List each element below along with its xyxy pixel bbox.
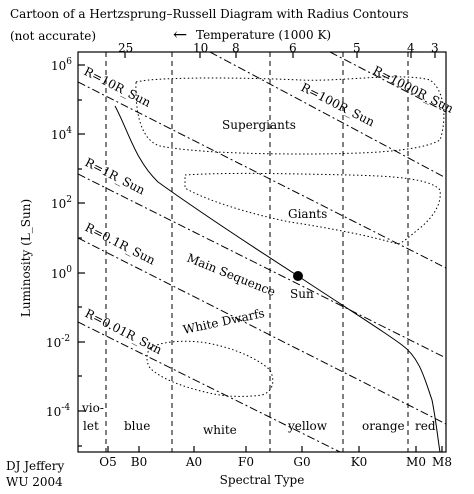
radius-line-0.1	[78, 237, 446, 425]
spectral-tick-f0: F0	[238, 455, 254, 469]
supergiants-label: Supergiants	[222, 118, 296, 132]
spectral-tick-m8: M8	[432, 455, 452, 469]
radius-line-10	[78, 81, 446, 269]
radius-line-100	[209, 52, 446, 179]
radius-line-1	[78, 173, 446, 359]
spectral-tick-o5: O5	[99, 455, 116, 469]
spectral-tick-a0: A0	[185, 455, 202, 469]
temp-tick-6: 6	[289, 41, 297, 55]
lum-tick-1e6: 106	[51, 57, 72, 73]
diagram-subtitle: (not accurate)	[10, 29, 96, 43]
spectral-axis-label: Spectral Type	[220, 473, 305, 487]
color-label-vio: vio-	[81, 401, 104, 415]
giants-label: Giants	[288, 207, 327, 221]
lum-tick-1e2: 102	[51, 195, 72, 211]
temp-tick-25: 25	[118, 41, 133, 55]
temp-tick-5: 5	[353, 41, 361, 55]
temp-tick-3: 3	[431, 41, 439, 55]
main-sequence-label: Main Sequence	[185, 251, 278, 299]
color-label-blue: blue	[124, 419, 150, 433]
giants-region	[184, 172, 441, 245]
lum-tick-1e-2: 10-2	[46, 334, 70, 350]
radius-line-0.01	[78, 321, 341, 452]
diagram-title: Cartoon of a Hertzsprung–Russell Diagram…	[10, 7, 409, 21]
lum-tick-1e0: 100	[51, 265, 72, 281]
color-label-yellow: yellow	[287, 419, 328, 433]
spectral-tick-m0: M0	[406, 455, 426, 469]
credit-author: DJ Jeffery	[6, 459, 65, 473]
radius-label-1: R=1R_Sun	[83, 155, 148, 197]
plot-frame	[77, 51, 447, 453]
credit-affiliation: WU 2004	[6, 475, 63, 489]
radius-contours	[78, 52, 446, 452]
temp-tick-10: 10	[193, 41, 208, 55]
temperature-ticks	[124, 52, 436, 58]
temperature-axis-label: Temperature (1000 K)	[196, 28, 331, 42]
spectral-tick-b0: B0	[131, 455, 147, 469]
radius-label-1000: R=1000R_Sun	[371, 63, 456, 116]
temperature-arrow-icon: ←	[173, 25, 187, 45]
radius-label-0.1: R=0.1R_Sun	[83, 220, 158, 268]
lum-tick-1e4: 104	[51, 126, 72, 142]
color-label-orange: orange	[362, 419, 405, 433]
radius-label-0.01: R=0.01R_Sun	[83, 306, 165, 357]
radius-label-100: R=100R_Sun	[299, 80, 378, 129]
luminosity-ticks	[78, 64, 85, 447]
spectral-tick-g0: G0	[293, 455, 310, 469]
main-sequence-curve	[114, 105, 441, 452]
spectral-tick-k0: K0	[351, 455, 368, 469]
temp-tick-8: 8	[232, 41, 240, 55]
color-band-dividers	[105, 52, 409, 452]
radius-label-10: R=10R_Sun	[82, 64, 154, 110]
white-dwarfs-label: White Dwarfs	[182, 306, 266, 337]
sun-label: Sun	[290, 287, 314, 301]
luminosity-axis-label: Luminosity (L_Sun)	[19, 199, 33, 317]
sun-marker	[293, 271, 303, 281]
color-label-white: white	[203, 423, 237, 437]
temp-tick-4: 4	[407, 41, 415, 55]
color-label-red: red	[415, 419, 436, 433]
spectral-ticks	[107, 446, 443, 452]
white-dwarfs-region	[146, 340, 274, 397]
color-label-let: let	[83, 419, 99, 433]
lum-tick-1e-4: 10-4	[46, 403, 70, 419]
radius-line-1000	[329, 52, 446, 113]
